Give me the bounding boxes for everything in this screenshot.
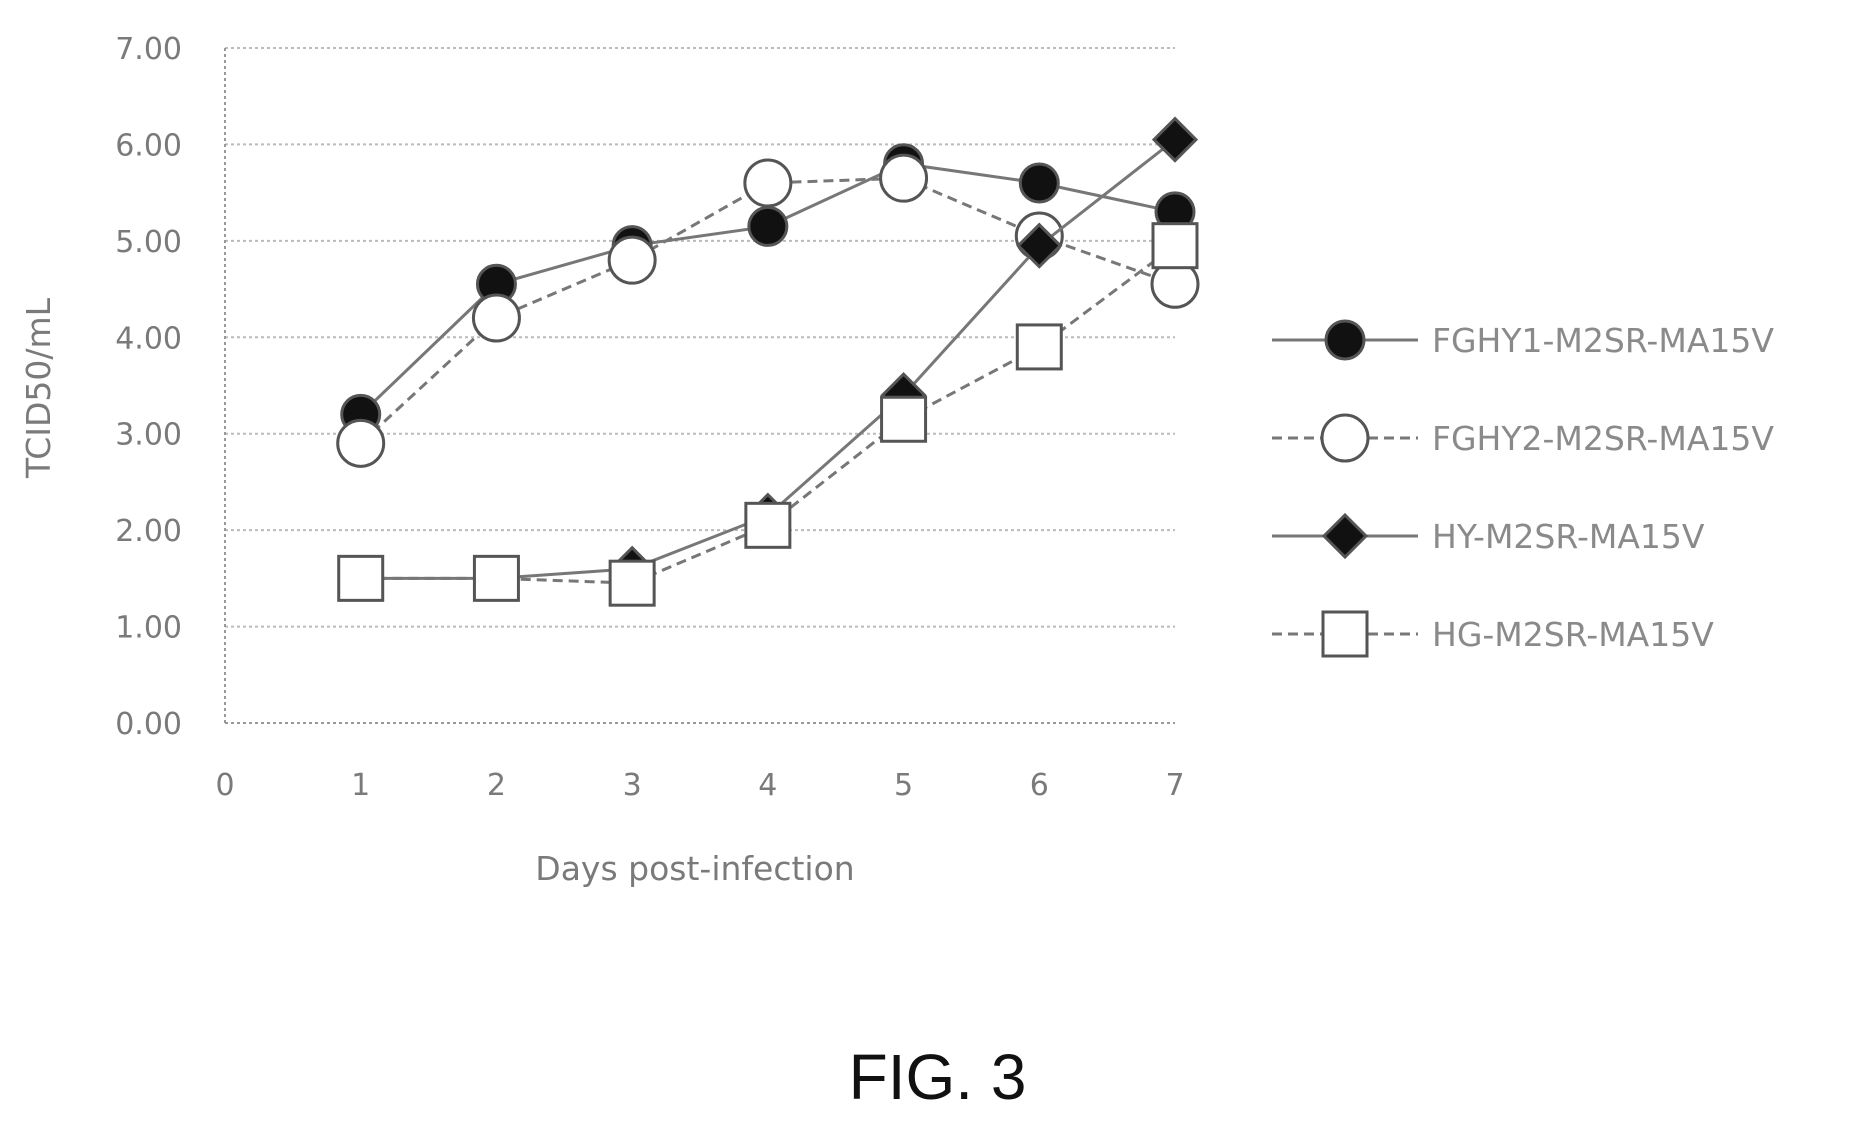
data-point: [471, 293, 521, 343]
figure-caption: FIG. 3: [848, 1041, 1027, 1113]
legend-label: HG-M2SR-MA15V: [1432, 615, 1714, 654]
axes: 0.00 1.00 2.00 3.00 4.00 5.00 6.00 7.00 0 1 2 3 4 5 6 7: [115, 32, 1184, 803]
legend: FGHY1-M2SR-MA15V FGHY2-M2SR-MA15V HY-M2SR-…: [1272, 319, 1774, 658]
data-point: [743, 158, 793, 208]
data-point: [336, 418, 386, 468]
legend-label: HY-M2SR-MA15V: [1432, 517, 1705, 556]
legend-label: FGHY1-M2SR-MA15V: [1432, 321, 1774, 360]
data-point: [472, 554, 520, 602]
data-point: [1018, 162, 1060, 204]
data-point: [1015, 323, 1063, 371]
data-point: [879, 153, 929, 203]
y-axis-title: TCID50/mL: [19, 297, 58, 479]
x-tick-label: 7: [1165, 768, 1184, 803]
x-tick-label: 6: [1030, 768, 1049, 803]
data-point: [744, 501, 792, 549]
legend-entry: HY-M2SR-MA15V: [1272, 512, 1705, 560]
line-chart: 0.00 1.00 2.00 3.00 4.00 5.00 6.00 7.00 0 1 2 3 4 5 6 7…: [19, 32, 1774, 888]
y-tick-label: 0.00: [115, 707, 182, 742]
legend-marker: [1321, 512, 1369, 560]
legend-marker: [1320, 413, 1370, 463]
data-point: [880, 395, 928, 443]
legend-entry: FGHY2-M2SR-MA15V: [1272, 413, 1774, 463]
data-point: [1151, 116, 1199, 163]
y-tick-label: 4.00: [115, 321, 182, 356]
legend-marker: [1324, 319, 1366, 361]
gridlines: [225, 47, 1175, 628]
x-tick-label: 5: [894, 768, 913, 803]
x-tick-label: 4: [758, 768, 777, 803]
y-tick-label: 7.00: [115, 32, 182, 67]
data-point: [607, 235, 657, 285]
legend-marker: [1321, 610, 1369, 658]
series-4: [337, 222, 1199, 607]
y-tick-label: 1.00: [115, 611, 182, 646]
chart: 0.00 1.00 2.00 3.00 4.00 5.00 6.00 7.00 0 1 2 3 4 5 6 7…: [19, 32, 1774, 888]
y-tick-label: 2.00: [115, 514, 182, 549]
y-tick-label: 3.00: [115, 418, 182, 453]
x-tick-label: 2: [487, 768, 506, 803]
x-axis-title: Days post-infection: [535, 849, 854, 888]
y-tick-label: 5.00: [115, 225, 182, 260]
data-point: [1016, 222, 1063, 269]
data-point: [747, 205, 789, 247]
x-tick-label: 3: [623, 768, 642, 803]
x-tick-label: 0: [215, 768, 234, 803]
y-tick-label: 6.00: [115, 128, 182, 163]
data-point: [1151, 222, 1199, 270]
x-tick-label: 1: [351, 768, 370, 803]
legend-label: FGHY2-M2SR-MA15V: [1432, 419, 1774, 458]
data-point: [608, 559, 656, 607]
data-point: [337, 554, 385, 602]
series-group: [336, 116, 1200, 607]
legend-entry: FGHY1-M2SR-MA15V: [1272, 319, 1774, 361]
legend-entry: HG-M2SR-MA15V: [1272, 610, 1714, 658]
